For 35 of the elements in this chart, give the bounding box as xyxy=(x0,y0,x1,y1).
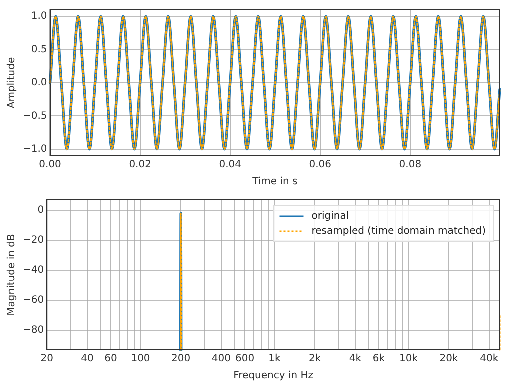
x-tick-label: 1k xyxy=(268,354,282,365)
y-tick-label: −1.0 xyxy=(22,144,48,155)
x-tick-label: 0.06 xyxy=(309,160,332,171)
y-tick-label: −20 xyxy=(22,235,44,246)
x-tick-label: 40k xyxy=(480,354,499,365)
legend-label: original xyxy=(312,211,350,222)
x-tick-label: 10k xyxy=(399,354,418,365)
x-tick-label: 2k xyxy=(308,354,322,365)
legend-label: resampled (time domain matched) xyxy=(312,226,486,238)
x-axis-title: Time in s xyxy=(252,176,298,188)
x-tick-label: 600 xyxy=(235,354,255,365)
x-tick-label: 20 xyxy=(40,354,54,365)
x-axis-title: Frequency in Hz xyxy=(234,370,314,382)
y-tick-label: 0 xyxy=(38,205,44,216)
y-axis-title: Magnitude in dB xyxy=(6,234,18,316)
y-tick-label: −40 xyxy=(22,265,44,276)
x-tick-label: 60 xyxy=(104,354,118,365)
y-tick-label: 1.0 xyxy=(31,11,48,22)
x-tick-label: 20k xyxy=(440,354,459,365)
y-tick-label: −80 xyxy=(22,325,44,336)
x-tick-label: 100 xyxy=(131,354,150,365)
x-tick-label: 400 xyxy=(212,354,231,365)
x-tick-label: 0.04 xyxy=(219,160,242,171)
y-tick-label: −60 xyxy=(22,295,44,306)
x-tick-label: 4k xyxy=(349,354,362,365)
y-tick-label: 0.0 xyxy=(31,78,48,89)
x-tick-label: 0.00 xyxy=(39,160,62,171)
y-tick-label: 0.5 xyxy=(31,44,48,56)
y-tick-label: −0.5 xyxy=(22,110,48,122)
y-axis-title: Amplitude xyxy=(6,57,18,109)
x-tick-label: 6k xyxy=(372,354,386,365)
x-tick-label: 0.08 xyxy=(399,160,422,171)
x-tick-label: 0.02 xyxy=(129,160,152,171)
x-tick-label: 200 xyxy=(172,354,191,365)
x-tick-label: 40 xyxy=(81,354,94,365)
